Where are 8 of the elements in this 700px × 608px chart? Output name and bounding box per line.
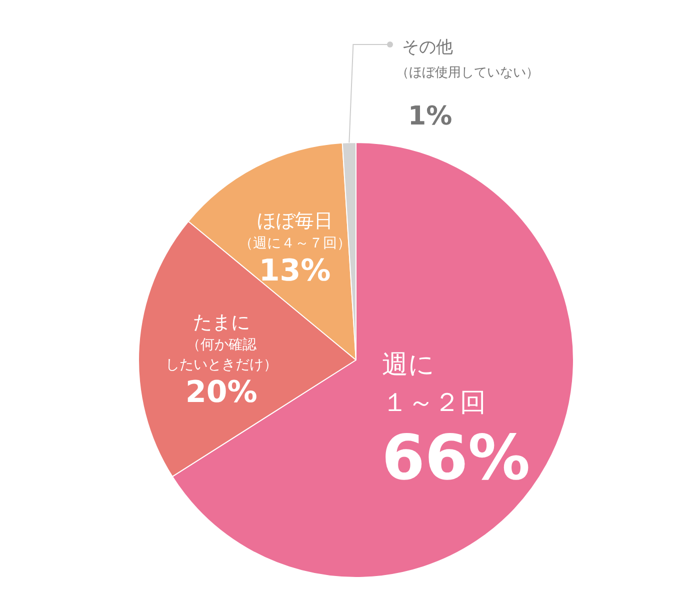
slice-label: 週に１～２回 xyxy=(382,350,486,418)
slice-label: たまに（何か確認したいときだけ） xyxy=(165,312,278,374)
slice-label: ほぼ毎日（週に４～７回） xyxy=(238,210,351,252)
data-label: 66% xyxy=(382,420,530,494)
data-label: 13% xyxy=(258,253,331,288)
data-label: 1% xyxy=(408,102,452,132)
legend-label: その他（ほぼ使用していない） xyxy=(396,38,539,80)
data-label: 20% xyxy=(186,375,258,410)
